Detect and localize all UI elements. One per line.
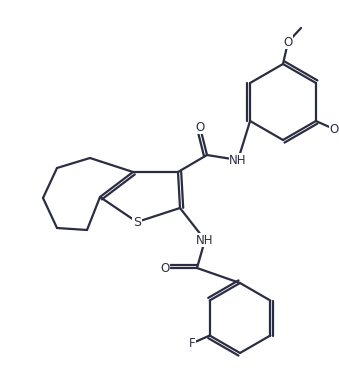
Text: NH: NH [196,234,214,247]
Text: F: F [188,337,195,350]
Text: O: O [329,122,339,135]
Text: NH: NH [229,154,247,167]
Text: O: O [195,121,205,134]
Text: O: O [160,262,170,275]
Text: S: S [133,215,141,228]
Text: O: O [283,35,293,48]
